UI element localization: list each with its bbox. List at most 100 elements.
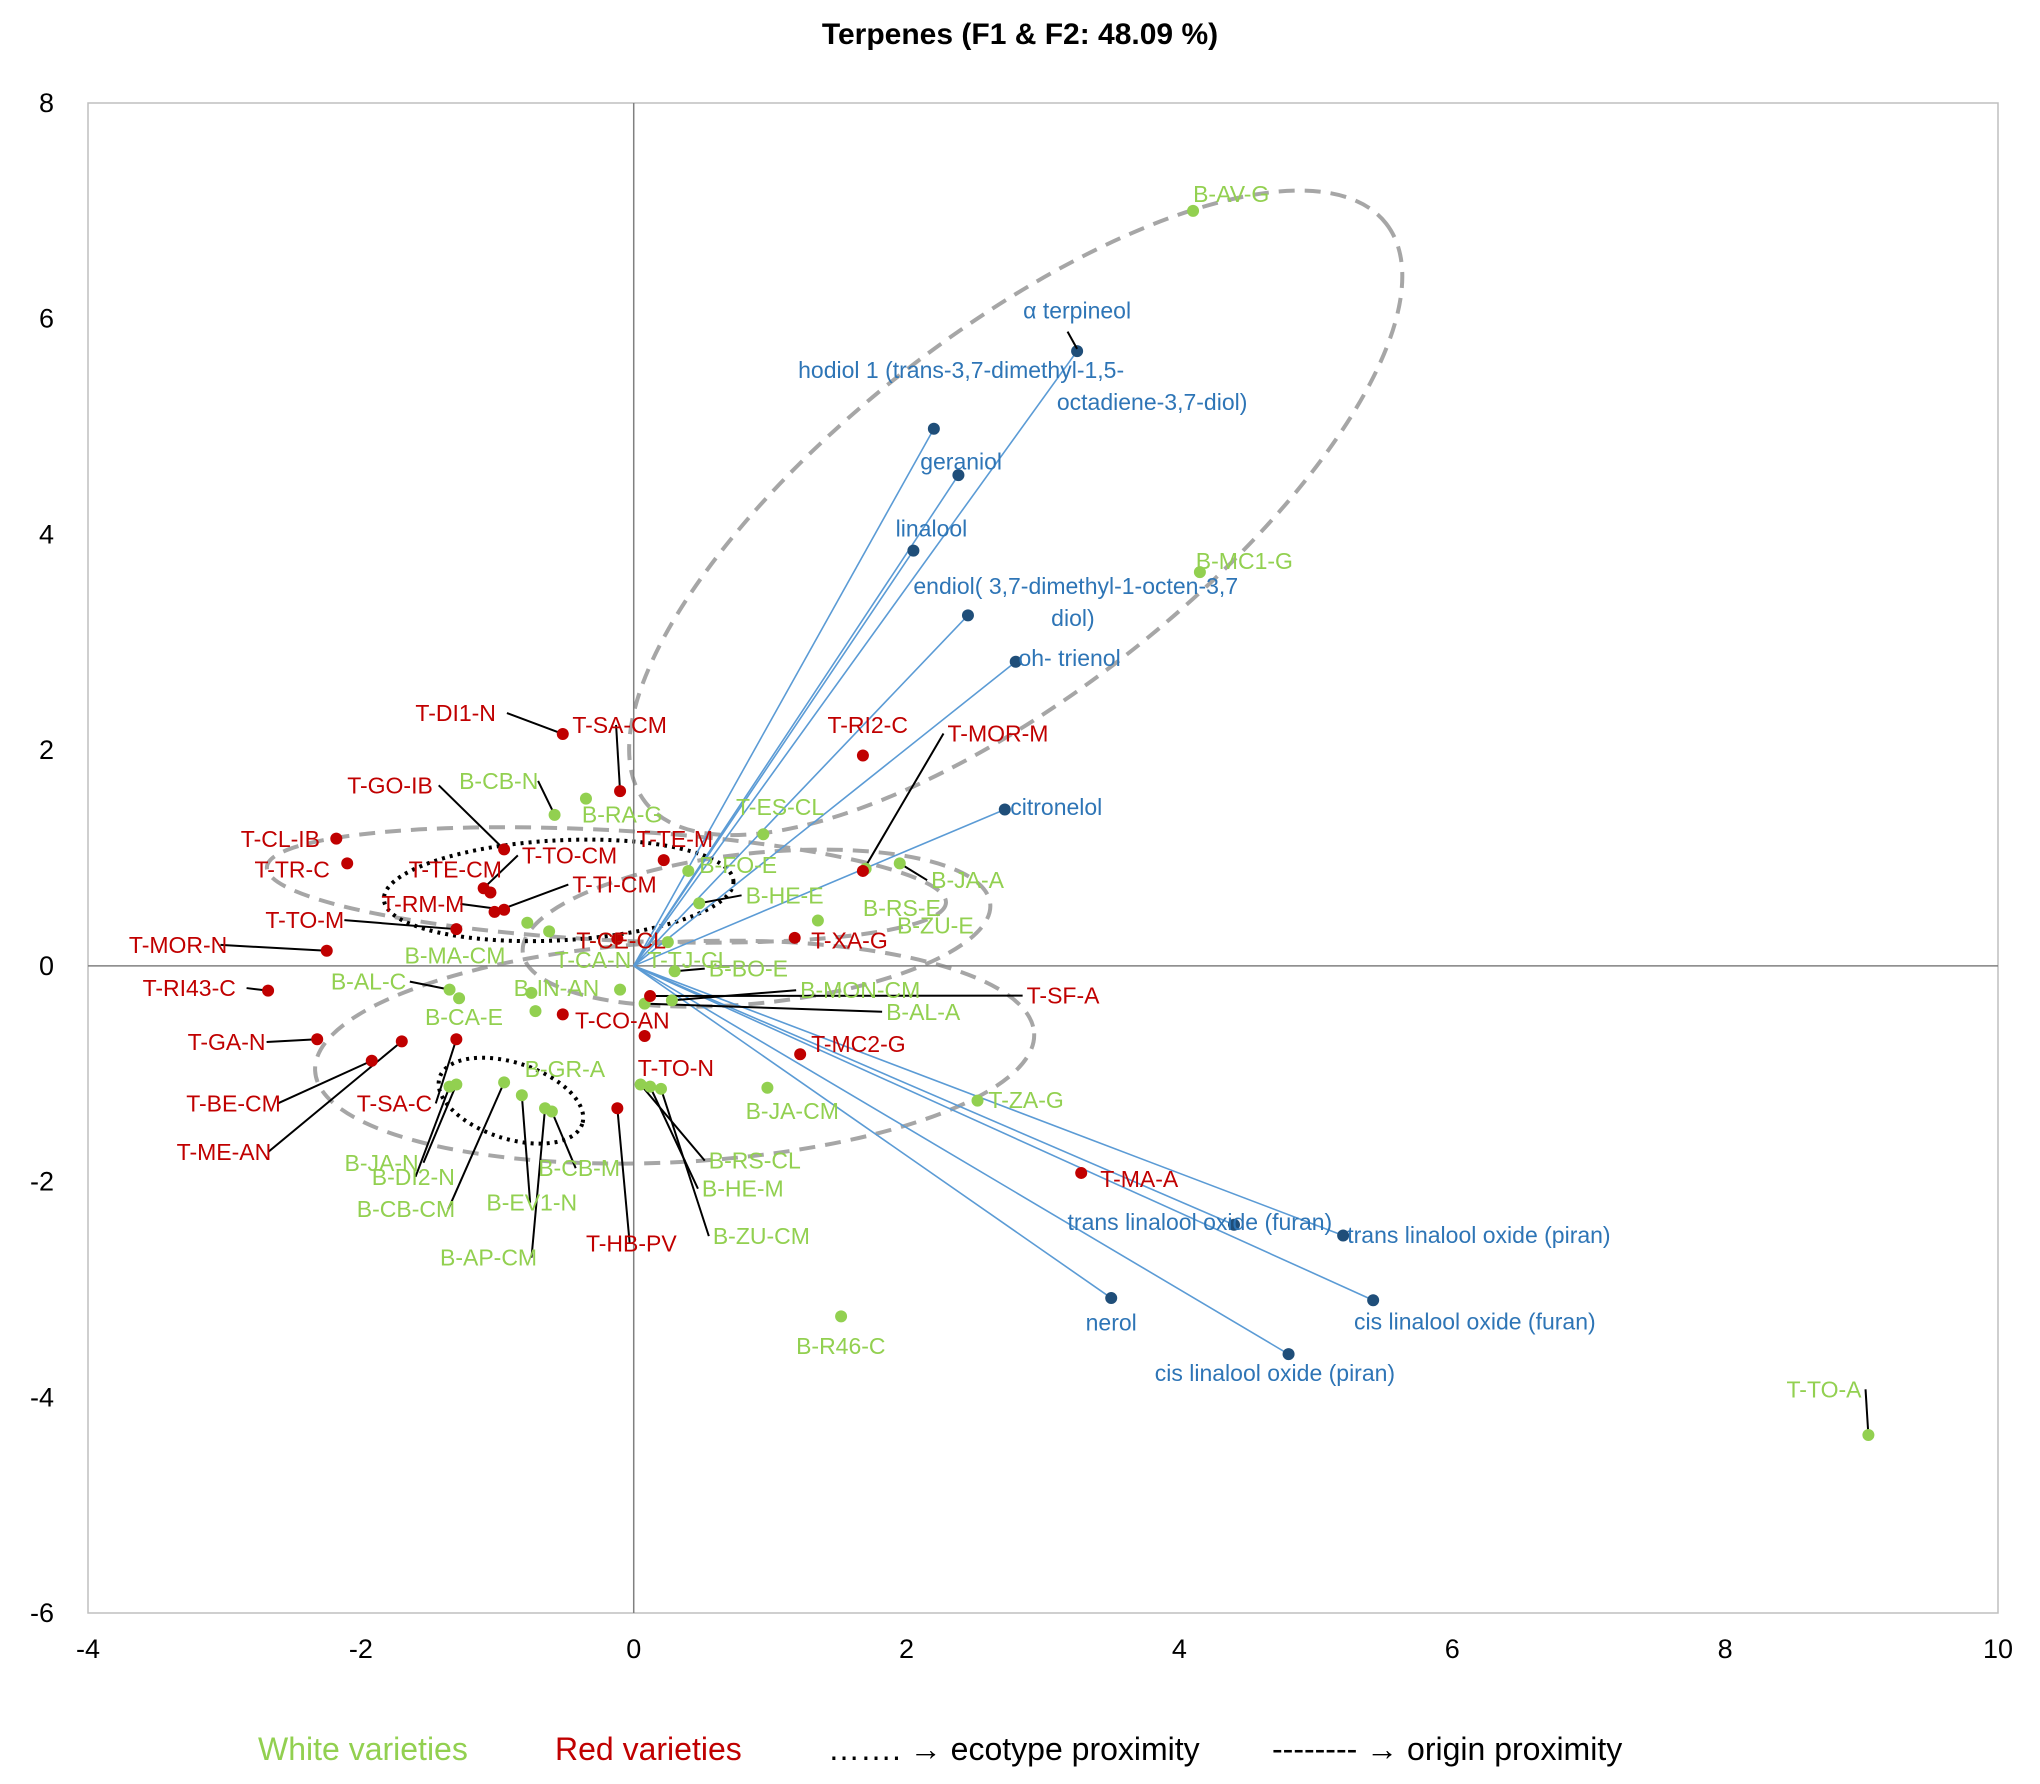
legend-origin: ‐‐‐‐‐‐‐‐ → origin proximity: [1272, 1731, 1622, 1767]
point-t-es-cl: [757, 828, 770, 841]
point-t-sa-cm: [614, 785, 627, 798]
point-b-cb-m: [545, 1105, 558, 1118]
vector-geraniol: [633, 474, 960, 967]
point-label-t-mc2-g: T-MC2-G: [811, 1031, 906, 1057]
leader-t-mor-m: [862, 733, 945, 872]
y-tick-label: 4: [39, 519, 54, 549]
point-label-t-sa-c: T-SA-C: [357, 1090, 432, 1116]
x-tick-label: -4: [76, 1634, 100, 1664]
point-label-b-av-g: B-AV-G: [1193, 181, 1269, 207]
point-labels: α terpineol hodiol 1 (trans-3,7-dimethyl-…: [129, 181, 1862, 1402]
point-t-ri43-c: [262, 984, 275, 997]
variable-label-trans-linalool-oxide-piran: trans linalool oxide (piran): [1347, 1222, 1610, 1248]
leader-t-sa-c: [434, 1038, 458, 1104]
point-b-av-g: [1187, 204, 1200, 217]
leader-t-go-ib: [438, 784, 505, 851]
point-t-ti-cm: [488, 905, 501, 918]
vector-cis-linalool-oxide-furan: [633, 965, 1374, 1301]
vector-trans-linalool-oxide-furan: [633, 965, 1235, 1226]
point-label-t-di1-n: T-DI1-N: [415, 700, 496, 726]
point-label-t-sa-cm: T-SA-CM: [572, 712, 667, 738]
ecotype-ellipse-lower: [436, 1055, 586, 1146]
point-b-bo-e: [668, 965, 681, 978]
point-label-b-t-to-a: T-TO-A: [1787, 1376, 1863, 1402]
leader-t-to-m: [344, 919, 457, 931]
point-label-t-co-an: T-CO-AN: [575, 1007, 670, 1033]
variable-label-line2-endiol-3-7-dimethyl-1-octen-3-7: diol): [1051, 605, 1094, 631]
point-label-t-hb-pv: T-HB-PV: [586, 1231, 677, 1257]
point-b-rs-cl: [634, 1078, 647, 1091]
point-label-b-di2-n: B-DI2-N: [372, 1164, 455, 1190]
point-label-t-tj-cl: T-TJ-CL: [647, 947, 730, 973]
point-label-b-cb-m: B-CB-M: [538, 1155, 620, 1181]
variable-label-line2-hodiol-1-trans-3-7-dimethyl-1-5: octadiene-3,7-diol): [1057, 389, 1248, 415]
legend: White varieties Red varieties ……. → ecot…: [258, 1731, 1622, 1767]
leader-b-al-a: [644, 1002, 883, 1013]
point-label-t-ce-cl: T-CE-CL: [576, 928, 666, 954]
point-label-b-zu-cm: B-ZU-CM: [713, 1223, 810, 1249]
point-b-zu-cm: [655, 1082, 667, 1095]
zero-axes: [88, 103, 1998, 1613]
point-b-he-m: [644, 1080, 657, 1093]
y-tick-label: 8: [39, 88, 54, 118]
point-label-b-bo-e: B-BO-E: [709, 956, 788, 982]
point-b-mon-cm: [665, 994, 678, 1007]
variable-label-trans-linalool-oxide-furan: trans linalool oxide (furan): [1068, 1209, 1333, 1235]
leader-b-di2-n: [414, 1086, 451, 1178]
point-label-b-ma-cm: B-MA-CM: [405, 943, 506, 969]
chart-title: Terpenes (F1 & F2: 48.09 %): [822, 18, 1218, 51]
leader-t-ga-n: [266, 1038, 318, 1043]
variable-point-nerol: [1105, 1292, 1118, 1305]
leader-t-sa-cm: [615, 724, 622, 792]
point-label-b-ja-a: B-JA-A: [931, 867, 1005, 893]
x-tick-label: 4: [1172, 1634, 1187, 1664]
point-t-to-cm: [477, 882, 490, 895]
point-label-t-es-cl: T-ES-CL: [736, 794, 824, 820]
leader-b-ap-cm: [530, 1108, 547, 1258]
leader-t-di1-n: [506, 712, 564, 735]
y-tick-label: -4: [30, 1382, 54, 1412]
leader-b-he-m: [649, 1086, 699, 1190]
vector-citronelol: [633, 808, 1006, 967]
leader-t-mor-n: [220, 943, 327, 952]
variable-point-oh-trienol: [1009, 655, 1022, 668]
variable-vectors: [633, 331, 1380, 1361]
vector-trans-linalool-oxide-piran: [633, 965, 1344, 1237]
point-t-ri2-c: [856, 749, 869, 762]
point-label-t-be-cm: T-BE-CM: [186, 1090, 281, 1116]
point-t-mor-m: [856, 864, 869, 877]
point-t-xa-g: [788, 931, 801, 944]
point-t-co-an: [556, 1008, 569, 1021]
point-t-za-g: [971, 1094, 984, 1107]
point-b-zu-e: [811, 914, 824, 927]
variable-point-endiol-3-7-dimethyl-1-octen-3-7: [961, 609, 974, 622]
point-b-t-to-a: [1862, 1429, 1875, 1442]
x-tick-label: 8: [1718, 1634, 1733, 1664]
point-label-b-ap-cm: B-AP-CM: [440, 1245, 537, 1271]
point-label-b-rs-cl: B-RS-CL: [709, 1148, 801, 1174]
y-tick-label: 6: [39, 304, 54, 334]
point-label-t-ma-a: T-MA-A: [1100, 1166, 1179, 1192]
point-b-he-e: [693, 897, 706, 910]
point-label-t-me-an: T-ME-AN: [177, 1139, 272, 1165]
variable-label-hodiol-1-trans-3-7-dimethyl-1-5: hodiol 1 (trans-3,7-dimethyl-1,5-: [798, 357, 1124, 383]
variable-label-oh-trienol: oh- trienol: [1018, 645, 1120, 671]
vector-endiol-3-7-dimethyl-1-octen-3-7: [633, 614, 969, 967]
vector-nerol: [633, 965, 1112, 1299]
origin-ellipse-large: [627, 188, 1405, 838]
leader-t-me-an: [267, 1040, 403, 1153]
point-b-mc1-g: [1193, 566, 1206, 579]
point-label-b-fo-e: B-FO-E: [699, 852, 777, 878]
point-label-t-cl-ib: T-CL-IB: [241, 826, 320, 852]
point-b-gr-a: [529, 1005, 542, 1018]
point-b-cb-n: [548, 808, 561, 821]
proximity-ellipses: [264, 188, 1405, 1166]
x-tick-label: 0: [626, 1634, 641, 1664]
point-label-b-zu-e: B-ZU-E: [897, 913, 974, 939]
point-b-di2-n: [443, 1080, 456, 1093]
tick-labels: -4 -2 0 2 4 6 8 10 8 6 4 2 0 -2 -4 -6: [30, 88, 2013, 1664]
point-b-al-c: [443, 983, 456, 996]
point-t-go-ib: [498, 843, 511, 856]
vector-linalool: [633, 550, 915, 967]
